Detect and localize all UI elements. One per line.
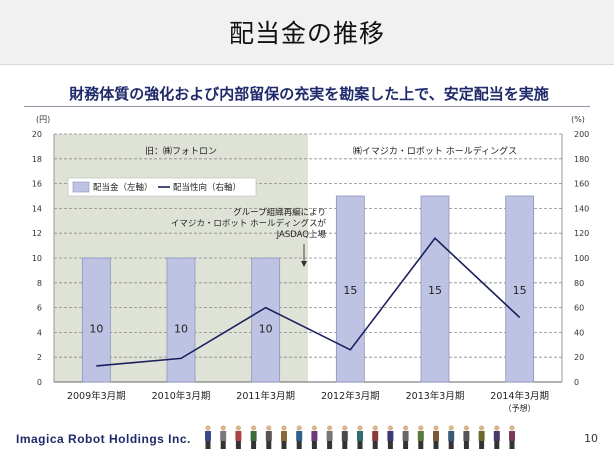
bar-value-label: 15 (343, 284, 357, 297)
bar-value-label: 10 (259, 322, 273, 335)
left-tick-label: 2 (37, 353, 42, 362)
person-figure (281, 425, 287, 449)
left-tick-label: 16 (32, 180, 42, 189)
right-tick-label: 100 (574, 254, 589, 263)
bar (505, 195, 535, 383)
left-tick-label: 4 (37, 328, 42, 337)
left-tick-label: 20 (32, 130, 42, 139)
person-figure (448, 425, 455, 449)
person-figure (250, 425, 257, 449)
right-tick-label: 140 (574, 204, 589, 213)
left-tick-label: 6 (37, 304, 42, 313)
bar (166, 257, 196, 383)
payout-ratio-line (96, 237, 521, 367)
bar-value-label: 15 (428, 284, 442, 297)
left-tick-label: 10 (32, 254, 42, 263)
annotation-arrow-head (301, 261, 307, 267)
right-tick-label: 20 (574, 353, 584, 362)
right-tick-label: 180 (574, 155, 589, 164)
left-tick-label: 14 (32, 204, 42, 213)
bar-value-label: 15 (513, 284, 527, 297)
right-tick-label: 120 (574, 229, 589, 238)
person-figure (433, 425, 439, 449)
category-label: 2012年3月期 (321, 390, 380, 402)
person-figure (493, 425, 500, 449)
right-tick-label: 80 (574, 279, 584, 288)
period-label-2: ㈱イマジカ・ロボット ホールディングス (353, 145, 517, 157)
legend-bar-swatch (72, 181, 90, 193)
company-logo: Imagica Robot Holdings Inc. (16, 432, 191, 446)
bar-value-label: 10 (174, 322, 188, 335)
right-tick-label: 60 (574, 304, 584, 313)
person-figure (220, 425, 227, 449)
left-tick-label: 0 (37, 378, 42, 387)
right-tick-label: 200 (574, 130, 589, 139)
category-label: 2010年3月期 (152, 390, 211, 402)
page-title: 配当金の推移 (228, 19, 385, 48)
person-figure (205, 425, 211, 449)
slide-subtitle: 財務体質の強化および内部留保の充実を勘案した上で、安定配当を実施 (69, 85, 549, 103)
person-figure (387, 425, 394, 449)
period-label-1: 旧：㈱フォトロン (145, 145, 217, 157)
person-figure (463, 425, 470, 449)
bar (81, 257, 111, 383)
person-figure (296, 425, 303, 449)
bar-value-label: 10 (89, 322, 103, 335)
category-label: 2009年3月期 (67, 390, 126, 402)
right-axis-unit: (%) (571, 115, 585, 124)
annotation-line-1: グループ組織再編により (233, 207, 326, 218)
page-number: 10 (584, 432, 598, 445)
right-tick-label: 160 (574, 180, 589, 189)
bar (335, 195, 365, 383)
person-figure (311, 425, 318, 449)
person-figure (265, 425, 272, 449)
subtitle-underline (24, 106, 590, 107)
right-tick-label: 0 (574, 378, 579, 387)
left-tick-label: 12 (32, 229, 42, 238)
legend-bar-label: 配当金（左軸） (93, 182, 153, 193)
left-tick-label: 8 (37, 279, 42, 288)
left-axis-unit: (円) (36, 115, 50, 124)
legend-line-label: 配当性向（右軸） (173, 182, 241, 193)
bar (420, 195, 450, 383)
left-tick-label: 18 (32, 155, 42, 164)
person-figure (402, 425, 409, 449)
person-figure (509, 425, 515, 449)
category-label: 2014年3月期 (490, 390, 549, 402)
person-figure (478, 425, 485, 449)
title-bar (0, 0, 614, 65)
person-figure (326, 425, 333, 449)
bar (251, 257, 281, 383)
category-note: （予想） (504, 403, 536, 413)
person-figure (372, 425, 379, 449)
person-figure (417, 425, 424, 449)
category-label: 2013年3月期 (406, 390, 465, 402)
dividend-chart: 0246810121416182002040608010012014016018… (32, 115, 589, 413)
people-graphic (205, 425, 515, 449)
person-figure (341, 425, 348, 449)
annotation-line-2: イマジカ・ロボット ホールディングスが (171, 218, 327, 229)
right-tick-label: 40 (574, 328, 584, 337)
category-label: 2011年3月期 (236, 390, 295, 402)
annotation-line-3: JASDAQ上場 (276, 229, 327, 240)
person-figure (357, 425, 363, 449)
person-figure (235, 425, 242, 449)
